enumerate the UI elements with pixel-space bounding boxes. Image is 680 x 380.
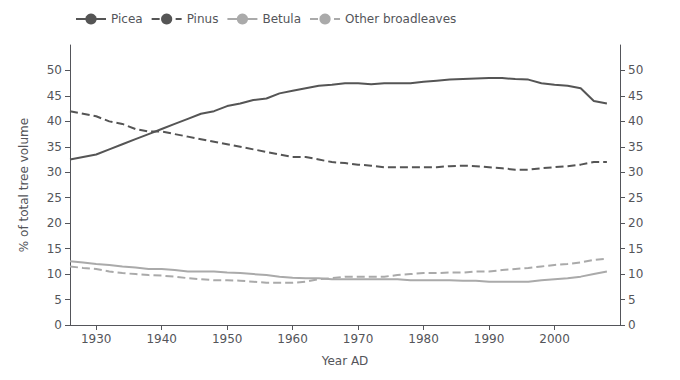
svg-text:30: 30 [47, 165, 62, 179]
svg-text:1980: 1980 [408, 332, 439, 346]
svg-text:45: 45 [628, 89, 643, 103]
svg-text:% of total tree volume: % of total tree volume [17, 118, 31, 252]
svg-text:25: 25 [47, 191, 62, 205]
svg-text:35: 35 [47, 140, 62, 154]
svg-text:50: 50 [628, 63, 643, 77]
svg-text:2000: 2000 [539, 332, 570, 346]
svg-text:30: 30 [628, 165, 643, 179]
svg-text:50: 50 [47, 63, 62, 77]
svg-text:1970: 1970 [343, 332, 374, 346]
svg-text:1930: 1930 [81, 332, 112, 346]
svg-text:1950: 1950 [212, 332, 243, 346]
svg-text:35: 35 [628, 140, 643, 154]
svg-text:5: 5 [54, 293, 62, 307]
svg-text:40: 40 [47, 114, 62, 128]
svg-text:Picea: Picea [111, 12, 143, 26]
svg-text:1990: 1990 [474, 332, 505, 346]
svg-text:5: 5 [628, 293, 636, 307]
svg-text:Year AD: Year AD [321, 354, 369, 368]
svg-text:Pinus: Pinus [187, 12, 219, 26]
svg-text:Other broadleaves: Other broadleaves [345, 12, 456, 26]
svg-text:15: 15 [47, 242, 62, 256]
svg-text:0: 0 [54, 318, 62, 332]
svg-text:20: 20 [628, 216, 643, 230]
svg-text:10: 10 [47, 267, 62, 281]
svg-text:45: 45 [47, 89, 62, 103]
svg-text:Betula: Betula [262, 12, 301, 26]
svg-text:40: 40 [628, 114, 643, 128]
svg-text:10: 10 [628, 267, 643, 281]
svg-text:25: 25 [628, 191, 643, 205]
svg-text:1940: 1940 [146, 332, 177, 346]
svg-text:20: 20 [47, 216, 62, 230]
svg-text:15: 15 [628, 242, 643, 256]
svg-text:1960: 1960 [277, 332, 308, 346]
svg-text:0: 0 [628, 318, 636, 332]
